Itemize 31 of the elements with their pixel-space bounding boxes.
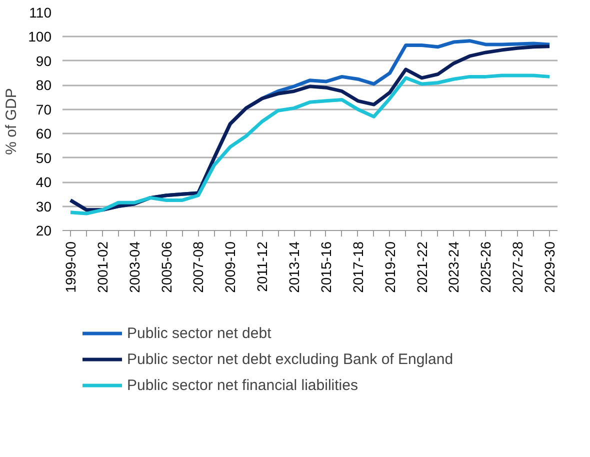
y-tick-label: 110 bbox=[29, 4, 52, 20]
x-tick-label: 2027-28 bbox=[510, 241, 526, 293]
y-axis-title: % of GDP bbox=[3, 88, 20, 155]
y-tick-label: 40 bbox=[36, 174, 52, 190]
x-tick-label: 2013-14 bbox=[286, 241, 302, 293]
x-tick-label: 1999-00 bbox=[62, 241, 78, 293]
x-tick-label: 2009-10 bbox=[222, 241, 238, 293]
legend-label: Public sector net debt bbox=[127, 324, 272, 342]
x-tick-label: 2015-16 bbox=[318, 241, 334, 293]
x-tick-label: 2011-12 bbox=[254, 241, 270, 292]
legend-label: Public sector net financial liabilities bbox=[127, 376, 358, 394]
y-tick-label: 50 bbox=[36, 150, 52, 166]
x-tick-label: 2025-26 bbox=[478, 241, 494, 293]
x-tick-label: 2023-24 bbox=[446, 241, 462, 293]
x-tick-label: 2001-02 bbox=[94, 241, 110, 293]
x-tick-label: 2021-22 bbox=[414, 241, 430, 293]
y-tick-label: 90 bbox=[36, 52, 52, 69]
y-tick-label: 20 bbox=[36, 222, 52, 238]
legend-label: Public sector net debt excluding Bank of England bbox=[127, 350, 454, 368]
x-tick-label: 2005-06 bbox=[158, 241, 174, 293]
y-tick-label: 60 bbox=[36, 126, 52, 142]
y-tick-label: 30 bbox=[36, 198, 52, 214]
y-tick-label: 100 bbox=[28, 28, 52, 45]
x-tick-label: 2003-04 bbox=[126, 241, 142, 293]
line-series bbox=[68, 74, 552, 216]
x-tick-label: 2017-18 bbox=[350, 241, 366, 293]
x-tick-label: 2029-30 bbox=[542, 241, 558, 293]
x-tick-label: 2007-08 bbox=[190, 241, 206, 293]
y-tick-label: 80 bbox=[36, 77, 52, 94]
x-tick-label: 2019-20 bbox=[382, 241, 398, 293]
y-tick-label: 70 bbox=[36, 101, 52, 118]
